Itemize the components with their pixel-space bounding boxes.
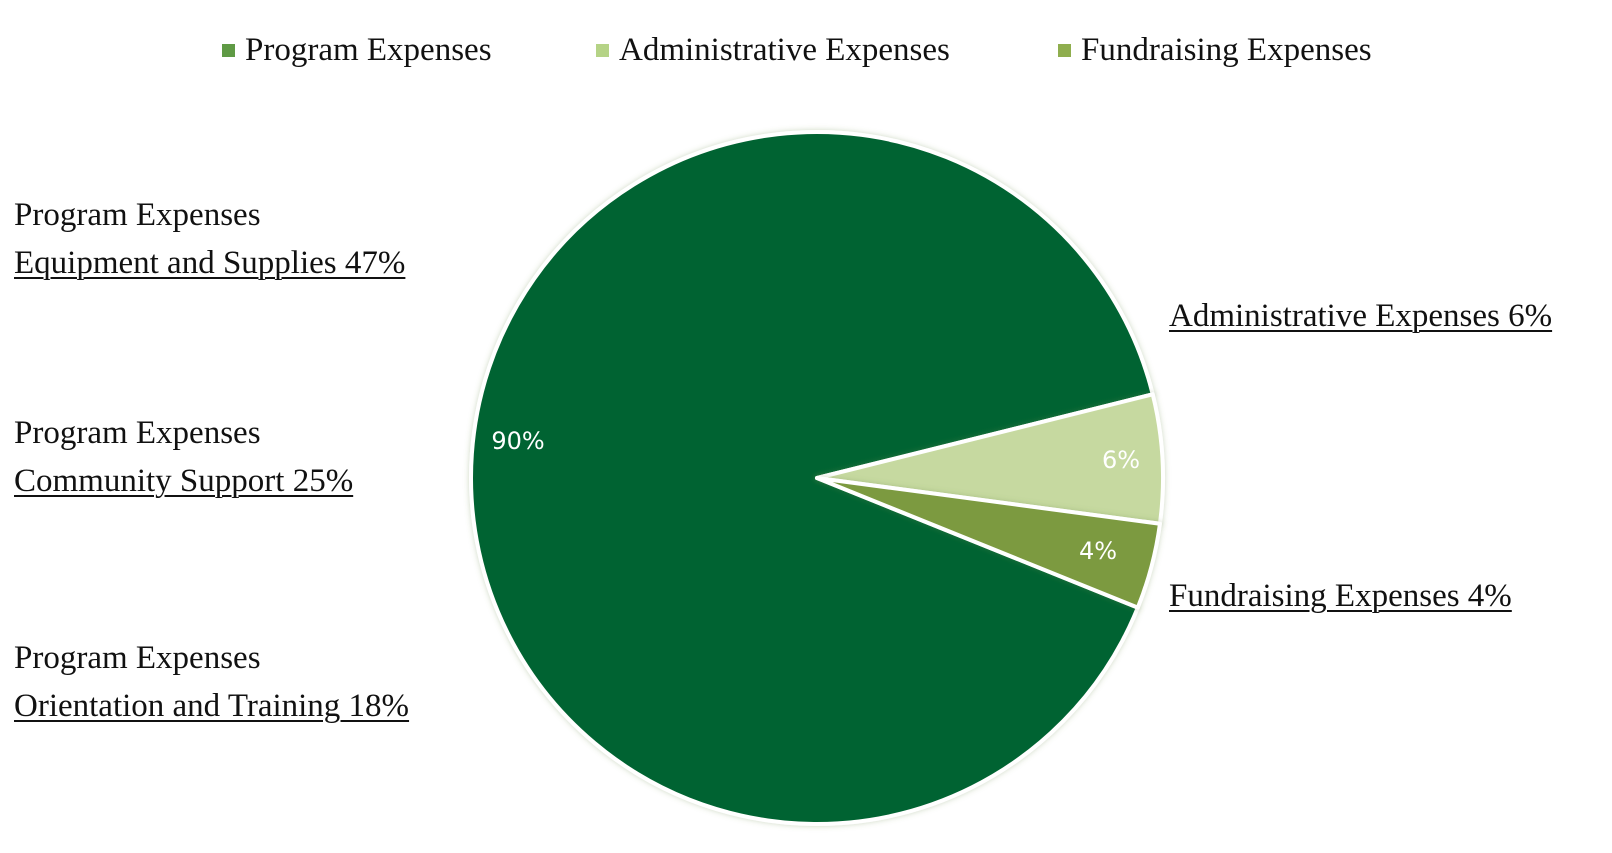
legend-item-fundraising: Fundraising Expenses <box>1058 28 1372 72</box>
callout-administrative-expenses: Administrative Expenses 6% <box>1169 292 1552 340</box>
callout-community-line2: Community Support 25% <box>14 463 354 499</box>
legend-item-program: Program Expenses <box>222 28 492 72</box>
data-label-program-expenses: 90% <box>491 427 544 455</box>
callout-equipment-line1: Program Expenses <box>14 197 261 233</box>
callout-community-line1: Program Expenses <box>14 415 261 451</box>
chart-legend: Program Expenses Administrative Expenses… <box>0 28 1612 72</box>
data-label-administrative-expenses: 6% <box>1102 446 1140 474</box>
legend-item-administrative: Administrative Expenses <box>596 28 950 72</box>
callout-admin-line1: Administrative Expenses 6% <box>1169 298 1553 334</box>
callout-orientation-line2: Orientation and Training 18% <box>14 688 410 724</box>
callout-orientation-and-training: Program Expenses Orientation and Trainin… <box>14 634 409 730</box>
callout-fund-line1: Fundraising Expenses 4% <box>1169 578 1512 614</box>
legend-label-fundraising: Fundraising Expenses <box>1081 32 1372 68</box>
callout-community-support: Program Expenses Community Support 25% <box>14 409 353 505</box>
data-label-fundraising-expenses: 4% <box>1079 537 1117 565</box>
pie-slice-fundraising-expenses <box>815 476 1162 610</box>
legend-swatch-fundraising <box>1058 43 1071 57</box>
legend-label-program: Program Expenses <box>245 32 492 68</box>
legend-swatch-administrative <box>596 43 609 57</box>
callout-equipment-line2: Equipment and Supplies 47% <box>14 245 406 281</box>
callout-equipment-and-supplies: Program Expenses Equipment and Supplies … <box>14 191 405 287</box>
callout-fundraising-expenses: Fundraising Expenses 4% <box>1169 572 1512 620</box>
pie-slice-administrative-expenses <box>815 392 1165 526</box>
pie-slice-program-expenses <box>469 130 1155 826</box>
callout-orientation-line1: Program Expenses <box>14 640 261 676</box>
legend-swatch-program <box>222 43 235 57</box>
legend-label-administrative: Administrative Expenses <box>619 32 950 68</box>
